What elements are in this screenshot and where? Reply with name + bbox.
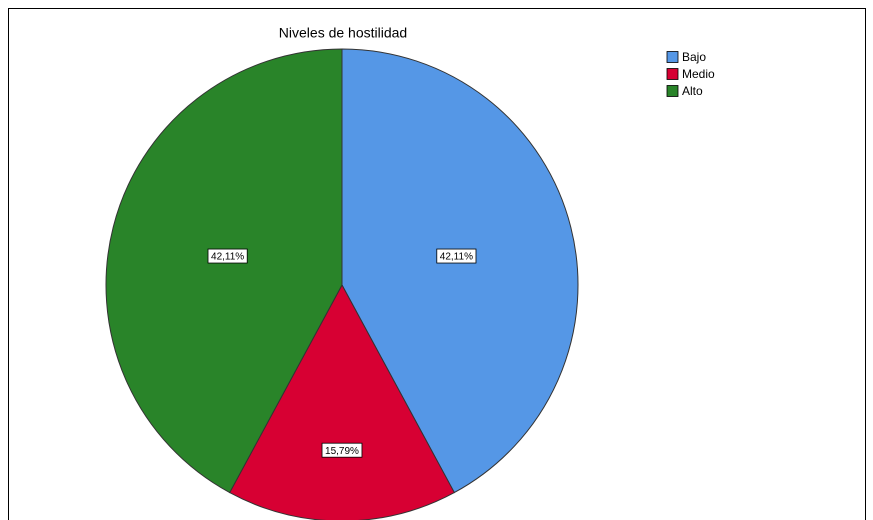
value-label: 42,11%: [211, 252, 244, 263]
legend-swatch: [666, 51, 679, 63]
legend-label: Medio: [682, 67, 715, 81]
pie-slice: [229, 283, 455, 520]
pie-slice: [341, 48, 579, 494]
pie-slice: [105, 48, 343, 494]
legend-swatch: [666, 85, 679, 97]
value-label: 42,11%: [440, 252, 473, 263]
chart-title: Niveles de hostilidad: [279, 25, 407, 41]
legend-label: Bajo: [682, 50, 706, 64]
legend-swatch: [666, 68, 679, 80]
value-label-box: [321, 442, 363, 458]
value-label: 15,79%: [325, 446, 359, 457]
value-label-box: [436, 248, 477, 264]
legend-label: Alto: [682, 84, 703, 98]
value-label-box: [207, 248, 248, 264]
frame: [8, 8, 866, 520]
